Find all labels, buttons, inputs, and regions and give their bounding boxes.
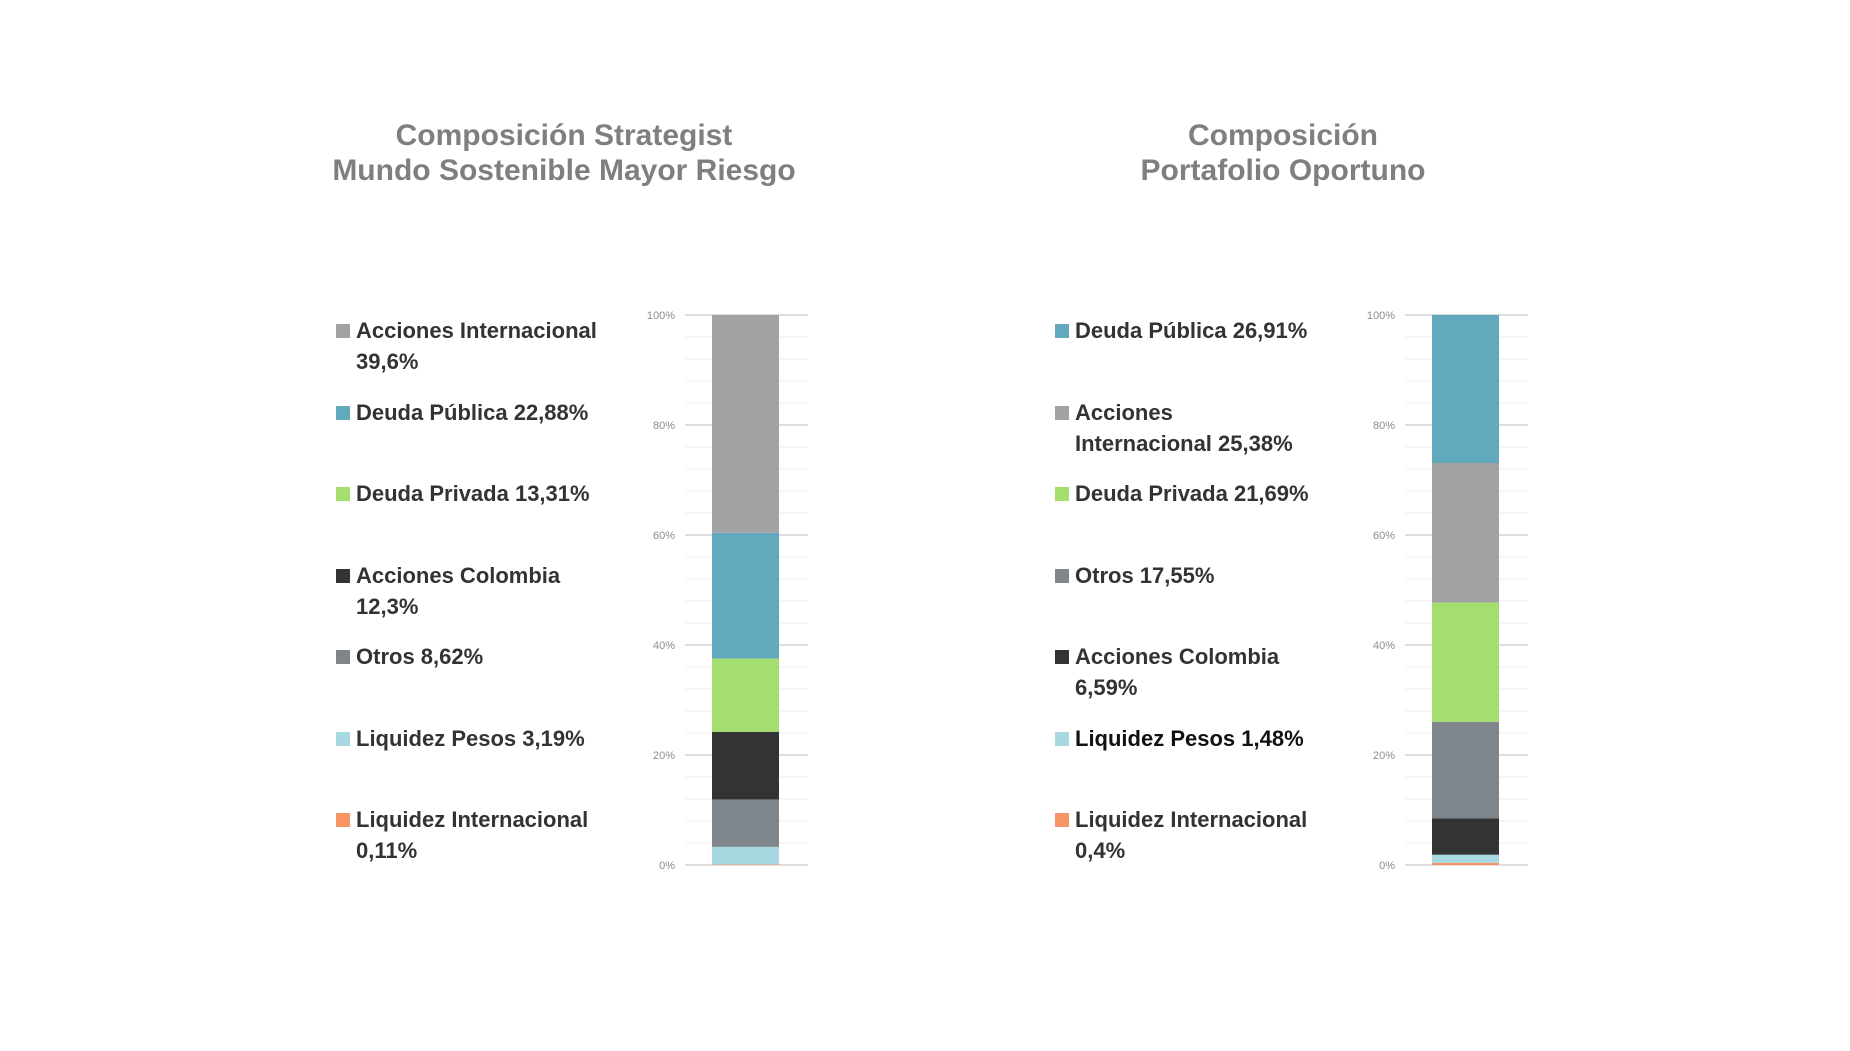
stacked-bar-chart: 0% 20% 40% 60% 80% 100%: [647, 310, 808, 872]
bar-segment: [712, 731, 779, 800]
legend-label: Deuda Pública 26,91%: [1075, 315, 1375, 346]
y-tick-label: 60%: [1373, 530, 1395, 542]
legend-label: Acciones Internacional 39,6%: [356, 315, 656, 377]
y-tick-label: 60%: [653, 530, 675, 542]
bar-segment: [1432, 602, 1499, 722]
y-tick-label: 80%: [1373, 420, 1395, 432]
chart-title-line-2: Portafolio Oportuno: [1140, 154, 1426, 187]
legend-swatch: [1055, 813, 1069, 827]
left-chart-panel: Composición Strategist Mundo Sostenible …: [254, 118, 874, 872]
legend-swatch: [1055, 487, 1069, 501]
y-tick-label: 40%: [653, 640, 675, 652]
y-tick-label: 0%: [659, 860, 675, 872]
bar-segment: [1432, 315, 1499, 464]
legend-label-line: Acciones Colombia: [356, 562, 561, 588]
bar-segment: [1432, 721, 1499, 819]
chart-title-line-2: Mundo Sostenible Mayor Riesgo: [332, 154, 796, 187]
bar-segment: [712, 314, 779, 533]
y-tick-label: 0%: [1379, 860, 1395, 872]
bar-segment: [1432, 818, 1499, 855]
y-tick-label: 20%: [653, 750, 675, 762]
right-chart-panel: Composición Portafolio Oportuno Deuda Pú…: [925, 0, 1850, 1051]
legend-label-line: 0,11%: [356, 838, 418, 863]
legend-label: Deuda Privada 13,31%: [356, 478, 656, 509]
legend-label-line: Liquidez Pesos 1,48%: [1075, 725, 1304, 751]
legend-label: Acciones Internacional 25,38%: [1075, 397, 1375, 459]
legend-swatch: [1055, 324, 1069, 338]
legend-label: Acciones Colombia 12,3%: [356, 560, 656, 622]
bar-segment: [712, 532, 779, 659]
legend-swatch: [336, 568, 350, 583]
legend-swatch: [336, 405, 350, 420]
y-tick-label: 100%: [647, 310, 675, 322]
bar-segment: [712, 658, 779, 732]
legend-label-line: Deuda Privada 13,31%: [356, 481, 590, 506]
chart-title-line-1: Composición: [1187, 119, 1378, 152]
legend-swatch: [1055, 731, 1069, 746]
legend-label-line: Acciones Internacional: [356, 318, 597, 343]
legend-label: Deuda Privada 21,69%: [1075, 478, 1375, 509]
legend-label-line: 39,6%: [356, 349, 419, 374]
legend-swatch: [336, 324, 350, 338]
legend-label: Liquidez Internacional 0,4%: [1075, 804, 1375, 866]
bar-segment: [1432, 862, 1499, 865]
legend-label-line: Otros 8,62%: [356, 644, 484, 669]
bar-segment: [712, 846, 779, 865]
y-tick-label: 80%: [653, 420, 675, 432]
legend-swatch: [336, 813, 350, 827]
legend-label-line: Liquidez Internacional: [356, 807, 589, 832]
legend-label: Liquidez Pesos 3,19%: [356, 723, 656, 754]
legend-label-line: Acciones: [1075, 399, 1173, 425]
legend-label-line: Acciones Colombia: [1075, 644, 1280, 669]
legend-label: Liquidez Pesos 1,48%: [1075, 723, 1375, 754]
legend-swatch: [1055, 568, 1069, 583]
legend-label: Liquidez Internacional 0,11%: [356, 804, 656, 866]
stacked-bar-chart: 0% 20% 40% 60% 80% 100%: [1367, 310, 1528, 872]
legend-label-line: 6,59%: [1075, 675, 1138, 700]
legend-swatch: [1055, 650, 1069, 664]
legend-label-line: 12,3%: [356, 593, 419, 619]
legend-swatch: [1055, 405, 1069, 420]
legend-label-line: Liquidez Internacional: [1075, 807, 1308, 832]
legend-label: Otros 17,55%: [1075, 560, 1375, 591]
legend-swatch: [336, 731, 350, 746]
legend-swatch: [336, 650, 350, 664]
bar-segment: [1432, 463, 1499, 603]
legend-swatch: [336, 487, 350, 501]
chart-title: Composición Strategist Mundo Sostenible …: [254, 118, 874, 188]
chart-title-line-1: Composición Strategist: [395, 119, 733, 152]
legend-label-line: Deuda Pública 26,91%: [1075, 318, 1308, 343]
chart-title: Composición Portafolio Oportuno: [973, 118, 1593, 188]
legend-label-line: Internacional 25,38%: [1075, 430, 1293, 456]
y-tick-label: 40%: [1373, 640, 1395, 652]
y-tick-label: 20%: [1373, 750, 1395, 762]
legend-label-line: 0,4%: [1075, 838, 1126, 863]
legend-label: Deuda Pública 22,88%: [356, 397, 656, 428]
legend-label-line: Liquidez Pesos 3,19%: [356, 725, 585, 751]
legend-label: Otros 8,62%: [356, 641, 656, 672]
bar-segment: [712, 864, 779, 865]
bar-segment: [1432, 854, 1499, 863]
legend-label-line: Deuda Pública 22,88%: [356, 399, 589, 425]
legend-label-line: Deuda Privada 21,69%: [1075, 481, 1309, 506]
y-tick-label: 100%: [1367, 310, 1395, 322]
legend-label: Acciones Colombia 6,59%: [1075, 641, 1375, 703]
legend-label-line: Otros 17,55%: [1075, 562, 1215, 588]
bar-segment: [712, 799, 779, 847]
